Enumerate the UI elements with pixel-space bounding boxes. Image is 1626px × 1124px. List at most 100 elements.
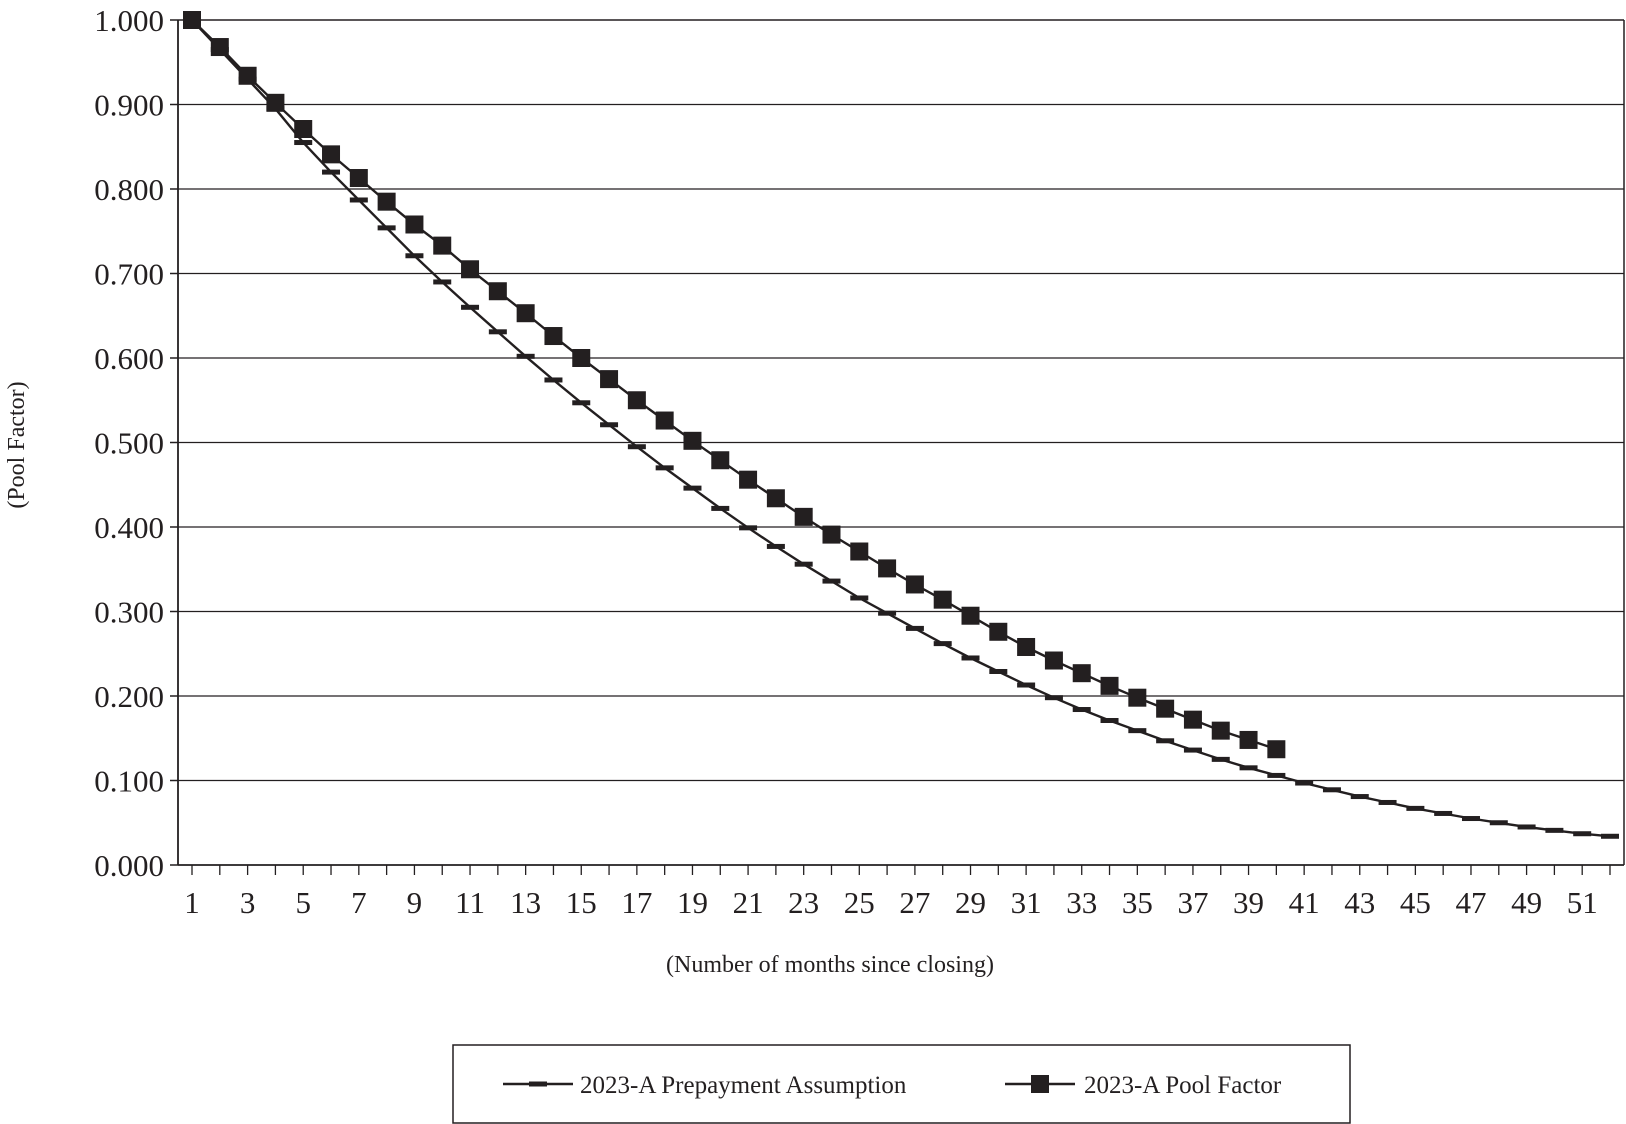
- data-point-dash: [1044, 695, 1063, 701]
- data-point-dash: [1267, 772, 1286, 778]
- data-point-square: [1183, 710, 1202, 729]
- gridlines: [178, 103, 1624, 782]
- y-axis-ticks: 0.000 0.100 0.200 0.300 0.400 0.500 0.600 0.700…: [94, 3, 178, 883]
- y-tick-label: 0.000: [94, 848, 164, 883]
- data-point-square: [1128, 688, 1147, 707]
- data-point-dash: [349, 197, 368, 203]
- data-point-square: [349, 169, 368, 188]
- legend-item-2: 2023-A Pool Factor: [1005, 1072, 1282, 1099]
- x-tick-label: 29: [955, 885, 986, 920]
- data-point-square: [600, 370, 619, 389]
- x-tick-label: 23: [788, 885, 819, 920]
- x-tick-label: 5: [295, 885, 311, 920]
- data-point-square: [850, 542, 869, 561]
- data-point-dash: [989, 668, 1008, 674]
- legend-marker-square: [1031, 1075, 1049, 1093]
- x-tick-label: 11: [455, 885, 485, 920]
- data-point-square: [878, 559, 897, 578]
- data-point-dash: [1295, 780, 1314, 786]
- data-point-square: [572, 349, 591, 367]
- data-point-dash: [433, 279, 452, 285]
- data-point-square: [822, 525, 841, 544]
- data-point-square: [405, 215, 424, 234]
- series-1: [183, 17, 1619, 839]
- data-point-square: [544, 327, 563, 346]
- data-point-dash: [627, 444, 646, 450]
- data-point-square: [183, 11, 201, 29]
- x-tick-label: 43: [1344, 885, 1375, 920]
- plot-frame: [177, 19, 1625, 866]
- y-tick-label: 0.800: [94, 172, 164, 207]
- data-point-square: [1044, 651, 1063, 670]
- data-point-square: [488, 282, 507, 301]
- y-tick-label: 0.500: [94, 426, 164, 461]
- x-tick-label: 17: [621, 885, 652, 920]
- data-point-square: [961, 606, 980, 625]
- legend-label: 2023-A Prepayment Assumption: [580, 1072, 907, 1099]
- data-point-dash: [1489, 820, 1508, 826]
- y-tick-label: 1.000: [94, 3, 164, 38]
- data-point-dash: [294, 140, 313, 146]
- legend: 2023-A Prepayment Assumption 2023-A Pool …: [452, 1044, 1351, 1124]
- data-point-dash: [766, 543, 785, 549]
- data-point-dash: [1601, 833, 1619, 839]
- series-line: [191, 19, 1611, 838]
- x-axis-title: (Number of months since closing): [666, 952, 994, 978]
- series-layer: [183, 11, 1619, 839]
- x-tick-label: 47: [1455, 885, 1486, 920]
- data-point-square: [377, 192, 396, 211]
- y-tick-label: 0.300: [94, 595, 164, 630]
- data-point-square: [1100, 676, 1119, 695]
- y-tick-label: 0.600: [94, 341, 164, 376]
- x-tick-label: 21: [733, 885, 764, 920]
- data-point-square: [433, 236, 452, 255]
- x-tick-label: 49: [1511, 885, 1542, 920]
- x-tick-label: 41: [1289, 885, 1320, 920]
- data-point-dash: [1156, 738, 1175, 744]
- x-tick-label: 33: [1066, 885, 1097, 920]
- y-tick-label: 0.400: [94, 510, 164, 545]
- data-point-dash: [1211, 756, 1230, 762]
- data-point-square: [1211, 721, 1230, 740]
- data-point-square: [989, 622, 1008, 641]
- data-point-dash: [544, 377, 563, 383]
- data-point-dash: [1322, 787, 1341, 793]
- data-point-dash: [572, 400, 591, 406]
- series-line: [191, 19, 1277, 751]
- data-point-dash: [905, 625, 924, 631]
- data-point-dash: [600, 422, 619, 428]
- series-2: [183, 11, 1286, 759]
- data-point-dash: [1406, 805, 1425, 811]
- x-tick-label: 1: [184, 885, 200, 920]
- data-point-square: [683, 431, 702, 450]
- data-point-square: [766, 489, 785, 508]
- data-point-dash: [322, 169, 341, 175]
- x-tick-label: 25: [844, 885, 875, 920]
- data-point-dash: [461, 304, 480, 310]
- data-point-dash: [1128, 728, 1147, 734]
- data-point-square: [210, 38, 229, 57]
- data-point-dash: [739, 525, 758, 531]
- x-tick-label: 31: [1011, 885, 1042, 920]
- data-point-dash: [1573, 831, 1592, 837]
- data-point-dash: [1545, 827, 1564, 833]
- data-point-dash: [1183, 747, 1202, 753]
- data-point-dash: [878, 610, 897, 616]
- data-point-square: [1072, 664, 1091, 683]
- data-point-square: [322, 145, 341, 164]
- data-point-dash: [1017, 682, 1036, 688]
- data-point-square: [655, 411, 674, 430]
- data-point-square: [461, 260, 480, 279]
- data-point-square: [739, 470, 758, 489]
- x-tick-label: 51: [1567, 885, 1598, 920]
- data-point-square: [1267, 740, 1286, 759]
- data-point-square: [794, 507, 813, 526]
- data-point-dash: [1517, 824, 1536, 830]
- x-tick-label: 37: [1177, 885, 1208, 920]
- data-point-dash: [655, 465, 674, 471]
- data-point-dash: [1100, 718, 1119, 724]
- data-point-dash: [1350, 794, 1369, 800]
- data-point-square: [1239, 730, 1258, 749]
- data-point-dash: [1434, 810, 1453, 816]
- y-tick-label: 0.100: [94, 764, 164, 799]
